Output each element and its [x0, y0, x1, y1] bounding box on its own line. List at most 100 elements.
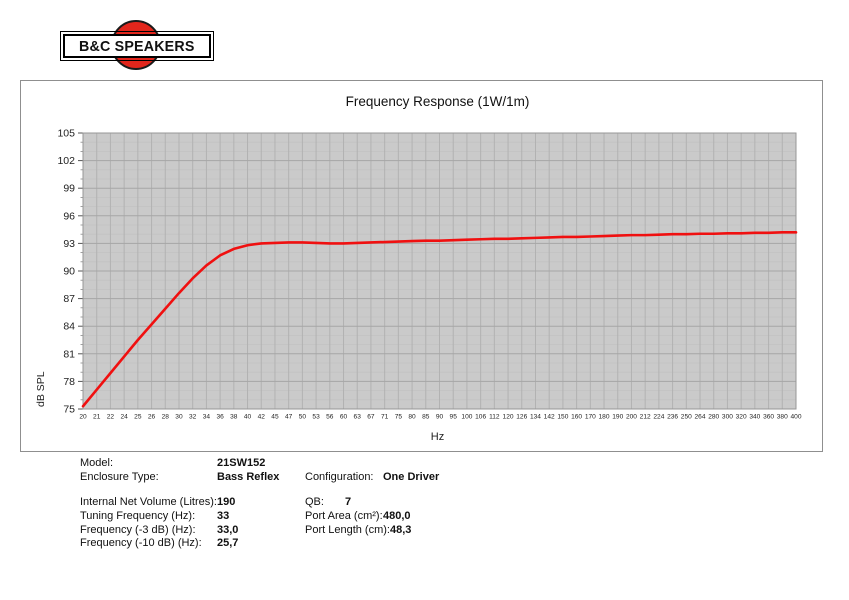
bc-speakers-logo: B&C SPEAKERS [28, 14, 228, 76]
x-tick-label: 85 [422, 414, 430, 421]
x-tick-label: 21 [93, 414, 101, 421]
spec-row: Tuning Frequency (Hz): 33 [80, 510, 238, 524]
x-axis-title: Hz [430, 431, 445, 443]
spec-label: Port Length (cm): [305, 523, 390, 536]
spec-value: 480,0 [383, 509, 411, 522]
spec-label: Configuration: [305, 471, 374, 483]
x-tick-label: 150 [557, 414, 568, 421]
x-tick-label: 50 [299, 414, 307, 421]
spec-label: Enclosure Type: [80, 470, 159, 483]
spec-row: Port Area (cm²): 480,0 [305, 510, 411, 524]
x-tick-label: 40 [244, 414, 252, 421]
spec-value: 25,7 [217, 537, 239, 550]
spec-row: Enclosure Type: Bass Reflex [80, 471, 279, 485]
x-tick-label: 340 [749, 414, 760, 421]
spec-value: 7 [345, 496, 352, 508]
x-tick-label: 106 [475, 414, 486, 421]
y-tick-label: 87 [63, 293, 75, 305]
x-tick-label: 190 [612, 414, 623, 421]
x-tick-label: 236 [667, 414, 678, 421]
spec-row: Frequency (-10 dB) (Hz): 25,7 [80, 537, 238, 551]
x-tick-label: 32 [189, 414, 197, 421]
chart-panel: Frequency Response (1W/1m) dB SPL 75 78 81… [20, 80, 823, 452]
x-tick-label: 134 [530, 414, 541, 421]
y-tick-label: 78 [63, 376, 75, 388]
spec-value: 21SW152 [217, 457, 266, 469]
spec-value: One Driver [383, 471, 440, 483]
x-tick-label: 380 [777, 414, 788, 421]
spec-value: 33 [217, 509, 230, 522]
x-tick-label: 60 [340, 414, 348, 421]
x-tick-label: 360 [763, 414, 774, 421]
x-tick-label: 80 [408, 414, 416, 421]
x-tick-label: 67 [367, 414, 375, 421]
spec-label: Frequency (-3 dB) (Hz): [80, 523, 196, 536]
spec-row: Port Length (cm): 48,3 [305, 524, 411, 538]
spec-row: Model: 21SW152 [80, 457, 279, 471]
spec-label: Port Area (cm²): [305, 509, 383, 522]
x-tick-label: 224 [653, 414, 664, 421]
x-tick-label: 38 [230, 414, 238, 421]
x-tick-label: 320 [736, 414, 747, 421]
x-tick-label: 95 [450, 414, 458, 421]
specs-left-top: Model: 21SW152 Enclosure Type: Bass Reflex [80, 457, 279, 485]
x-tick-label: 400 [790, 414, 801, 421]
x-tick-label: 42 [258, 414, 266, 421]
y-tick-label: 102 [57, 155, 75, 167]
y-tick-label: 84 [63, 321, 75, 333]
x-tick-label: 30 [175, 414, 183, 421]
spec-value: 48,3 [389, 523, 412, 536]
specs-left-bottom: Internal Net Volume (Litres): 190 Tuning F… [80, 496, 238, 551]
x-tick-label: 160 [571, 414, 582, 421]
y-tick-label: 96 [63, 210, 75, 222]
x-tick-label: 90 [436, 414, 444, 421]
x-tick-label: 28 [162, 414, 170, 421]
y-tick-label: 81 [63, 348, 75, 360]
x-tick-label: 22 [107, 414, 115, 421]
spec-row: QB: 7 [305, 496, 411, 510]
y-tick-label: 93 [63, 238, 75, 250]
spec-label: Frequency (-10 dB) (Hz): [80, 537, 202, 550]
x-tick-label: 264 [695, 414, 706, 421]
x-tick-label: 126 [516, 414, 527, 421]
x-tick-label: 280 [708, 414, 719, 421]
spec-label: Tuning Frequency (Hz): [80, 509, 196, 522]
spec-value: 33,0 [217, 523, 239, 536]
spec-row: Configuration: One Driver [305, 471, 439, 485]
chart-title: Frequency Response (1W/1m) [345, 94, 530, 109]
spec-value: 190 [217, 496, 236, 508]
x-tick-label: 63 [354, 414, 362, 421]
x-tick-label: 24 [120, 414, 128, 421]
x-tick-label: 36 [216, 414, 224, 421]
specs-right-top: Configuration: One Driver [305, 471, 439, 485]
x-tick-label: 71 [381, 414, 389, 421]
x-tick-label: 120 [503, 414, 514, 421]
y-tick-label: 105 [57, 128, 75, 140]
x-tick-label: 47 [285, 414, 293, 421]
x-tick-label: 180 [599, 414, 610, 421]
x-tick-label: 56 [326, 414, 334, 421]
x-tick-label: 250 [681, 414, 692, 421]
spec-label: Model: [80, 457, 114, 469]
specs-right-bottom: QB: 7 Port Area (cm²): 480,0 Port Length (cm… [305, 496, 411, 537]
x-tick-label: 25 [134, 414, 142, 421]
spec-row: Frequency (-3 dB) (Hz): 33,0 [80, 524, 238, 538]
logo-box: B&C SPEAKERS [60, 31, 214, 61]
x-tick-label: 112 [489, 414, 500, 421]
x-tick-label: 75 [395, 414, 403, 421]
x-tick-label: 200 [626, 414, 637, 421]
y-tick-label: 90 [63, 266, 75, 278]
brand-name: B&C SPEAKERS [79, 37, 195, 55]
x-tick-label: 212 [640, 414, 651, 421]
x-tick-label: 300 [722, 414, 733, 421]
spec-row: Internal Net Volume (Litres): 190 [80, 496, 238, 510]
spec-label: QB: [305, 496, 324, 508]
response-curve [81, 231, 798, 408]
x-tick-label: 20 [79, 414, 87, 421]
x-tick-label: 26 [148, 414, 156, 421]
plot-frame [82, 132, 797, 410]
x-tick-label: 53 [312, 414, 320, 421]
y-tick-label: 99 [63, 183, 75, 195]
